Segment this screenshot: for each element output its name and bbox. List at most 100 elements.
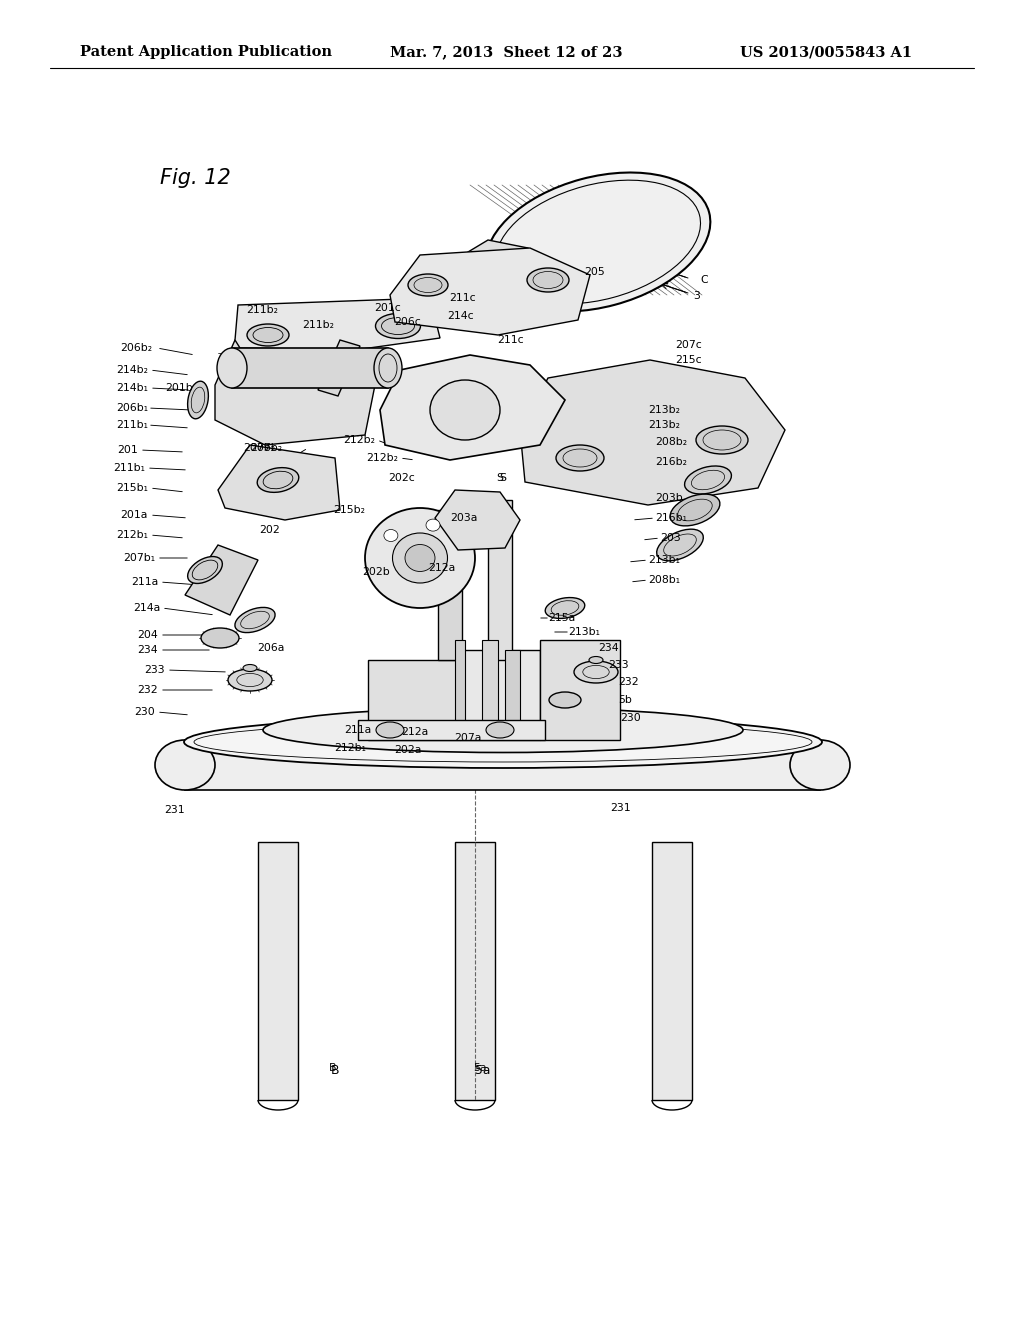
Polygon shape — [520, 360, 785, 506]
Text: 213b₂: 213b₂ — [648, 420, 680, 430]
Text: 207b₂: 207b₂ — [243, 444, 275, 453]
Text: 232: 232 — [137, 685, 158, 696]
Text: 215b₁: 215b₁ — [116, 483, 148, 492]
Ellipse shape — [556, 445, 604, 471]
Text: 230: 230 — [620, 713, 641, 723]
Ellipse shape — [486, 722, 514, 738]
Text: 211a: 211a — [344, 725, 372, 735]
Polygon shape — [318, 341, 360, 396]
Ellipse shape — [384, 529, 398, 541]
Text: 232: 232 — [618, 677, 639, 686]
Text: 201b: 201b — [165, 383, 193, 393]
Text: B: B — [331, 1064, 339, 1077]
Polygon shape — [438, 510, 462, 660]
Text: 5a: 5a — [475, 1064, 490, 1077]
Text: 204: 204 — [137, 630, 158, 640]
Text: 233: 233 — [608, 660, 629, 671]
Text: 211b₁: 211b₁ — [116, 420, 148, 430]
Polygon shape — [215, 341, 375, 445]
Text: 212a: 212a — [401, 727, 429, 737]
Text: 207b₁: 207b₁ — [123, 553, 155, 564]
Polygon shape — [185, 545, 258, 615]
Text: 211b₁: 211b₁ — [113, 463, 145, 473]
Ellipse shape — [589, 656, 603, 664]
Text: 216b₁: 216b₁ — [655, 513, 687, 523]
Text: US 2013/0055843 A1: US 2013/0055843 A1 — [740, 45, 912, 59]
Ellipse shape — [376, 722, 404, 738]
Text: 207a: 207a — [455, 733, 481, 743]
Text: 3: 3 — [693, 290, 699, 301]
Text: 5b: 5b — [618, 696, 632, 705]
Polygon shape — [218, 445, 340, 520]
Ellipse shape — [545, 598, 585, 619]
Ellipse shape — [549, 692, 581, 708]
Ellipse shape — [685, 466, 731, 494]
Ellipse shape — [790, 741, 850, 789]
Text: 214c: 214c — [446, 312, 473, 321]
Polygon shape — [368, 660, 460, 741]
Ellipse shape — [670, 494, 720, 525]
Text: 206a: 206a — [258, 643, 285, 653]
Text: Fig. 12: Fig. 12 — [160, 168, 230, 187]
Polygon shape — [185, 741, 820, 789]
Ellipse shape — [187, 381, 209, 418]
Polygon shape — [380, 355, 565, 459]
Polygon shape — [258, 842, 298, 1100]
Text: 201c: 201c — [375, 304, 401, 313]
Text: 213b₂: 213b₂ — [648, 405, 680, 414]
Ellipse shape — [406, 544, 435, 572]
Ellipse shape — [217, 348, 247, 388]
Text: B: B — [330, 1063, 337, 1073]
Ellipse shape — [527, 268, 569, 292]
Text: 211c: 211c — [450, 293, 476, 304]
Polygon shape — [358, 719, 545, 741]
Text: 234: 234 — [137, 645, 158, 655]
Polygon shape — [505, 649, 520, 730]
Ellipse shape — [263, 708, 743, 752]
Text: Patent Application Publication: Patent Application Publication — [80, 45, 332, 59]
Ellipse shape — [365, 508, 475, 609]
Ellipse shape — [155, 741, 215, 789]
Polygon shape — [540, 640, 620, 741]
Text: 203a: 203a — [450, 513, 477, 523]
Polygon shape — [234, 298, 440, 350]
Text: 205: 205 — [585, 267, 605, 277]
Ellipse shape — [426, 519, 440, 531]
Ellipse shape — [574, 661, 618, 682]
Polygon shape — [455, 640, 465, 730]
Text: 214b₁: 214b₁ — [116, 383, 148, 393]
Polygon shape — [455, 842, 495, 1100]
Polygon shape — [468, 240, 528, 292]
Ellipse shape — [656, 529, 703, 561]
Text: 5a: 5a — [473, 1063, 486, 1073]
Ellipse shape — [243, 664, 257, 672]
Ellipse shape — [187, 557, 222, 583]
Polygon shape — [390, 248, 590, 335]
Text: 212b₂: 212b₂ — [366, 453, 398, 463]
Text: 202: 202 — [259, 525, 280, 535]
Text: 207c: 207c — [675, 341, 701, 350]
Text: 231: 231 — [165, 805, 185, 814]
Polygon shape — [482, 640, 498, 730]
Text: 213b₁: 213b₁ — [648, 554, 680, 565]
Ellipse shape — [228, 669, 272, 690]
Text: 216b₂: 216b₂ — [655, 457, 687, 467]
Text: 215a: 215a — [548, 612, 575, 623]
Text: 202b: 202b — [362, 568, 390, 577]
Text: 214a: 214a — [133, 603, 160, 612]
Text: 233: 233 — [144, 665, 165, 675]
Polygon shape — [488, 500, 512, 660]
Text: 206b₁: 206b₁ — [116, 403, 148, 413]
Ellipse shape — [184, 715, 822, 768]
Text: 208b₁: 208b₁ — [648, 576, 680, 585]
Polygon shape — [232, 348, 388, 388]
Polygon shape — [460, 649, 540, 741]
Ellipse shape — [696, 426, 748, 454]
Ellipse shape — [247, 323, 289, 346]
Text: Mar. 7, 2013  Sheet 12 of 23: Mar. 7, 2013 Sheet 12 of 23 — [390, 45, 623, 59]
Text: 211c: 211c — [497, 335, 523, 345]
Text: C: C — [700, 275, 708, 285]
Text: 201: 201 — [118, 445, 138, 455]
Text: 207b₂: 207b₂ — [250, 444, 282, 453]
Text: 214b₂: 214b₂ — [116, 366, 148, 375]
